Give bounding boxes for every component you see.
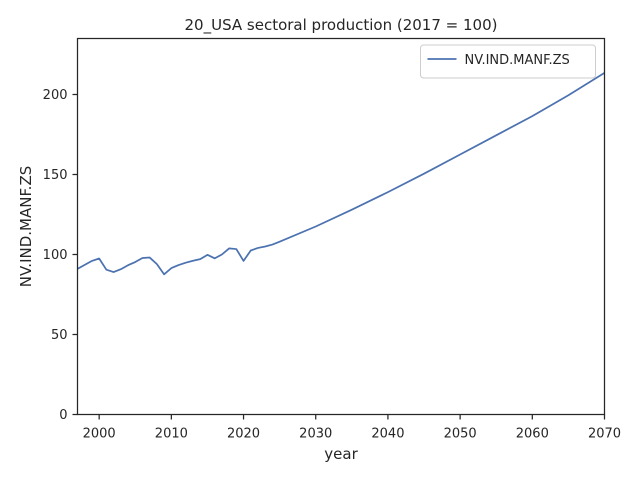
- x-axis-label: year: [324, 445, 358, 463]
- x-tick-label: 2050: [444, 427, 477, 442]
- x-tick-label: 2070: [588, 427, 621, 442]
- y-axis-label: NV.IND.MANF.ZS: [17, 166, 35, 288]
- y-tick-label: 0: [59, 408, 67, 423]
- y-tick-label: 150: [43, 168, 68, 183]
- x-tick-label: 2010: [155, 427, 188, 442]
- plot-frame: [76, 37, 606, 416]
- plot-background: [77, 38, 605, 415]
- plot-area: [76, 37, 606, 416]
- y-tick-label: 100: [43, 248, 68, 263]
- chart-title: 20_USA sectoral production (2017 = 100): [185, 16, 498, 35]
- x-tick-label: 2040: [371, 427, 404, 442]
- y-tick-label: 200: [43, 88, 68, 103]
- series-line: [77, 72, 605, 276]
- x-tick-label: 2060: [516, 427, 549, 442]
- y-tick-label: 50: [51, 328, 68, 343]
- legend-label: NV.IND.MANF.ZS: [465, 53, 570, 68]
- x-axis: 2000 2010 2020 2030 2040 2050 2060 2070: [83, 414, 621, 442]
- x-tick-label: 2000: [83, 427, 116, 442]
- legend-box: [420, 44, 596, 79]
- series-layer: [77, 72, 605, 276]
- x-tick-label: 2030: [299, 427, 332, 442]
- legend: NV.IND.MANF.ZS: [420, 44, 596, 79]
- x-tick-label: 2020: [227, 427, 260, 442]
- y-axis: 0 50 100 150 200: [43, 88, 78, 423]
